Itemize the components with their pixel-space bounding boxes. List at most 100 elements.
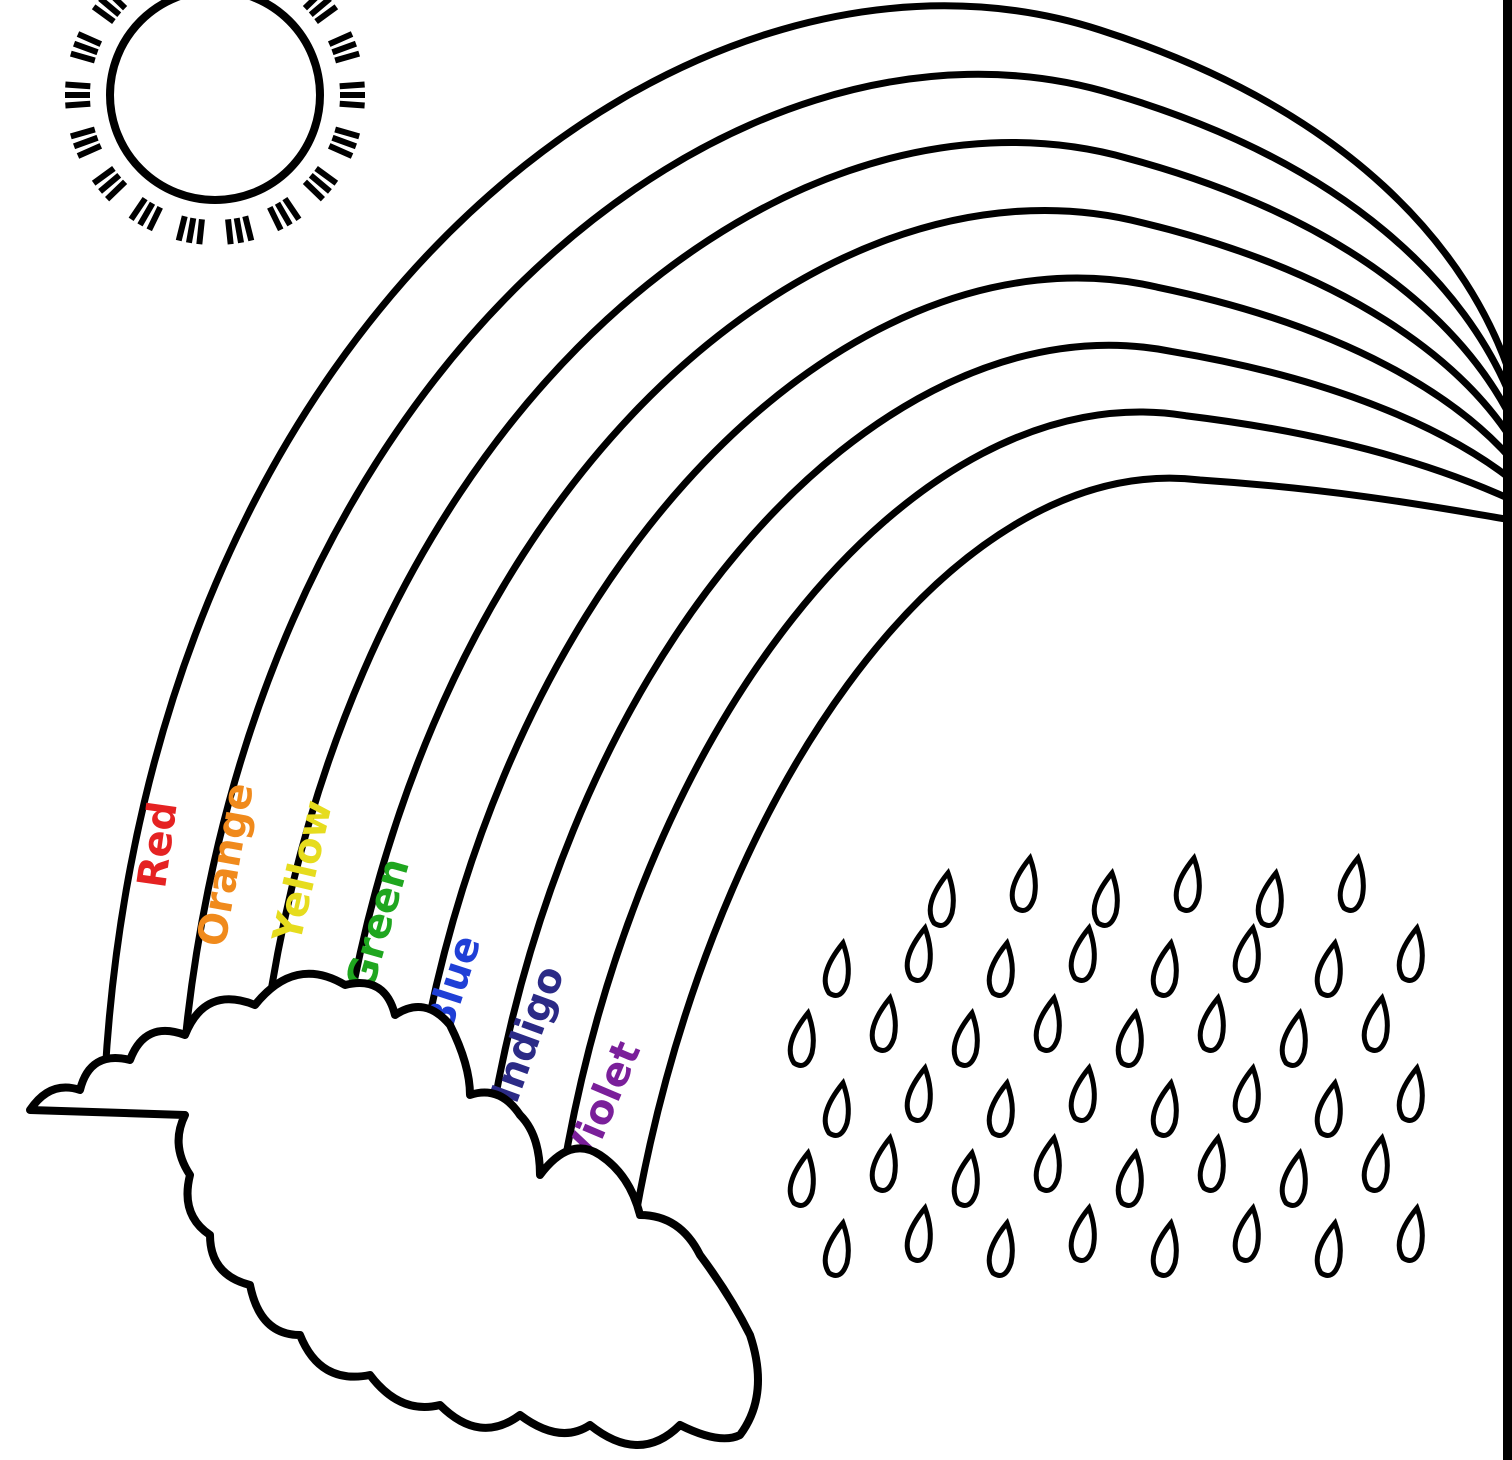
- raindrops: [787, 852, 1425, 1278]
- sun-ray: [242, 215, 255, 242]
- sun-ray: [112, 0, 128, 11]
- sun-ray: [65, 81, 91, 90]
- sun-ray: [282, 196, 302, 222]
- raindrop: [1115, 1007, 1144, 1068]
- right-border: [1503, 0, 1512, 1460]
- raindrop: [787, 1147, 816, 1208]
- raindrop: [869, 1132, 898, 1193]
- raindrop: [1232, 922, 1261, 983]
- raindrop: [1197, 992, 1226, 1053]
- raindrop: [1009, 852, 1038, 913]
- rainbow-arc: [551, 408, 1512, 1226]
- sun-ray: [69, 50, 96, 64]
- sun-ray: [91, 4, 116, 24]
- sun-ray: [233, 217, 245, 244]
- sun-ray: [334, 126, 361, 140]
- sun-ray: [76, 31, 103, 47]
- sun-ray: [175, 215, 188, 242]
- rainbow-arc: [101, 2, 1512, 1076]
- raindrop: [1197, 1132, 1226, 1193]
- sun-ray: [331, 40, 357, 56]
- sun-ray: [73, 40, 99, 56]
- rainbow-arc: [251, 139, 1512, 1126]
- sun-ray: [339, 81, 365, 90]
- sun-ray: [185, 217, 197, 244]
- raindrop: [787, 1007, 816, 1068]
- raindrop: [1232, 1062, 1261, 1123]
- raindrop: [951, 1007, 980, 1068]
- sun-ray: [327, 143, 354, 159]
- sun-ray: [98, 173, 122, 194]
- sun-ray: [196, 219, 205, 245]
- sun-ray: [274, 201, 293, 227]
- sun-ray: [302, 0, 318, 11]
- raindrop: [1068, 922, 1097, 983]
- raindrop: [1361, 1132, 1390, 1193]
- sun-ray: [267, 206, 284, 232]
- raindrop: [1314, 1217, 1343, 1278]
- raindrop: [1232, 1202, 1261, 1263]
- raindrop: [1279, 1007, 1308, 1068]
- sun-ray: [76, 143, 103, 159]
- sun-ray: [302, 179, 325, 202]
- rainbow: [101, 2, 1512, 1251]
- cloud: [26, 969, 762, 1449]
- raindrop: [822, 937, 851, 998]
- raindrop: [822, 1217, 851, 1278]
- raindrop: [1396, 1202, 1425, 1263]
- raindrop: [1396, 1062, 1425, 1123]
- sun-ray: [105, 179, 128, 202]
- raindrop: [1068, 1062, 1097, 1123]
- sun-ray: [327, 31, 354, 47]
- raindrop: [986, 1217, 1015, 1278]
- sun-disc: [106, 0, 324, 204]
- raindrop: [1314, 1077, 1343, 1138]
- sun-ray: [69, 126, 96, 140]
- raindrop: [904, 1062, 933, 1123]
- sun-ray: [128, 196, 148, 222]
- raindrop: [986, 937, 1015, 998]
- rainbow-arc: [476, 341, 1512, 1201]
- raindrop: [869, 992, 898, 1053]
- raindrop: [1279, 1147, 1308, 1208]
- sun-ray: [314, 4, 339, 24]
- sun-ray: [314, 166, 339, 186]
- sun-ray: [331, 134, 357, 150]
- raindrop: [1173, 852, 1202, 913]
- raindrop: [1337, 852, 1366, 913]
- sun-ray: [146, 206, 163, 232]
- sun-ray: [137, 201, 156, 227]
- rainbow-arc: [326, 206, 1512, 1151]
- sun-ray: [339, 100, 365, 109]
- sun-ray: [334, 50, 361, 64]
- sun: [65, 0, 365, 245]
- sun-ray: [91, 166, 116, 186]
- raindrop: [951, 1147, 980, 1208]
- sun-ray: [225, 219, 234, 245]
- raindrop: [1150, 1217, 1179, 1278]
- raindrop: [927, 867, 956, 928]
- rainbow-arc: [401, 274, 1512, 1176]
- raindrop: [1091, 867, 1120, 928]
- sun-ray: [65, 100, 91, 109]
- raindrop: [1033, 992, 1062, 1053]
- raindrop: [1150, 937, 1179, 998]
- sun-ray: [308, 173, 332, 194]
- sun-ray: [308, 0, 332, 17]
- raindrop: [1396, 922, 1425, 983]
- sun-ray: [73, 134, 99, 150]
- raindrop: [1255, 867, 1284, 928]
- raindrop: [904, 922, 933, 983]
- raindrop: [986, 1077, 1015, 1138]
- sun-ray: [98, 0, 122, 17]
- raindrop: [1314, 937, 1343, 998]
- rainbow-arc: [626, 474, 1512, 1251]
- rainbow-arc: [176, 70, 1512, 1101]
- raindrop: [904, 1202, 933, 1263]
- raindrop: [1068, 1202, 1097, 1263]
- raindrop: [1115, 1147, 1144, 1208]
- raindrop: [1361, 992, 1390, 1053]
- raindrop: [1150, 1077, 1179, 1138]
- raindrop: [1033, 1132, 1062, 1193]
